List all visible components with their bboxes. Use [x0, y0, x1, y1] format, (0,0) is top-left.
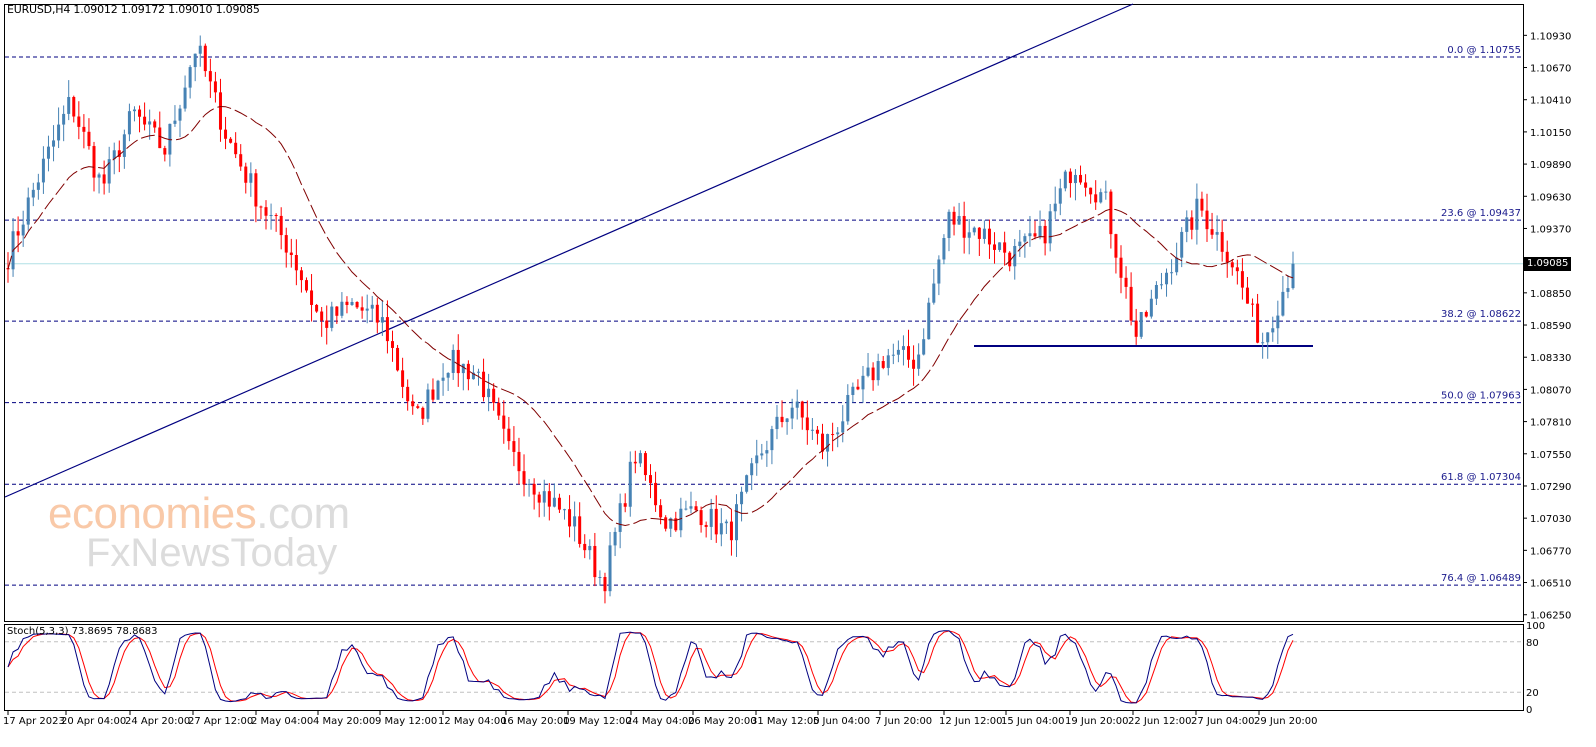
fib-level-label: 76.4 @ 1.06489 [1441, 573, 1521, 584]
price-axis-label: 1.08070 [1530, 385, 1571, 396]
time-axis-label: 2 May 04:00 [251, 716, 313, 727]
watermark-fxnewstoday: FxNewsToday [86, 531, 338, 575]
current-price-tag: 1.09085 [1524, 257, 1572, 271]
chart-title: EURUSD,H4 1.09012 1.09172 1.09010 1.0908… [7, 3, 260, 16]
time-axis-label: 16 May 20:00 [501, 716, 570, 727]
stochastic-main-line [7, 630, 1294, 704]
price-axis-label: 1.07550 [1530, 450, 1571, 461]
time-axis-label: 27 Jun 04:00 [1191, 716, 1255, 727]
stoch-axis-label: 100 [1526, 621, 1545, 632]
watermark-economies-text: economies [48, 489, 257, 538]
fib-level-label: 0.0 @ 1.10755 [1447, 45, 1521, 56]
stochastic-signal-line [7, 630, 1294, 704]
ascending-trendline[interactable] [4, 3, 1134, 498]
price-axis-label: 1.10410 [1530, 96, 1571, 107]
time-axis-label: 12 May 04:00 [438, 716, 507, 727]
moving-average-line [7, 105, 1294, 527]
price-axis-label: 1.07030 [1530, 514, 1571, 525]
time-axis-label: 29 Jun 20:00 [1254, 716, 1318, 727]
stoch-axis-label: 80 [1526, 638, 1539, 649]
price-axis-label: 1.06250 [1530, 611, 1571, 622]
candlesticks [6, 35, 1295, 604]
price-axis-label: 1.08330 [1530, 353, 1571, 364]
price-axis-label: 1.09890 [1530, 160, 1571, 171]
time-axis-label: 31 May 12:00 [751, 716, 820, 727]
time-axis-label: 24 Apr 20:00 [125, 716, 190, 727]
time-axis-label: 19 May 12:00 [563, 716, 632, 727]
price-pane-frame [4, 4, 1524, 622]
price-axis-label: 1.08590 [1530, 321, 1571, 332]
price-axis-label: 1.09630 [1530, 192, 1571, 203]
price-axis-label: 1.06510 [1530, 579, 1571, 590]
time-axis-label: 20 Apr 04:00 [61, 716, 126, 727]
time-axis-label: 26 May 20:00 [688, 716, 757, 727]
price-axis-label: 1.08850 [1530, 289, 1571, 300]
price-axis-label: 1.09370 [1530, 224, 1571, 235]
time-axis-label: 27 Apr 12:00 [188, 716, 253, 727]
time-axis-label: 7 Jun 20:00 [875, 716, 932, 727]
time-axis-label: 15 Jun 04:00 [1001, 716, 1065, 727]
time-axis-label: 9 May 12:00 [375, 716, 437, 727]
fib-level-label: 38.2 @ 1.08622 [1441, 309, 1521, 320]
stochastic-pane-frame [4, 624, 1524, 711]
fib-level-label: 23.6 @ 1.09437 [1441, 208, 1521, 219]
time-axis-label: 5 Jun 04:00 [813, 716, 870, 727]
fib-level-label: 50.0 @ 1.07963 [1441, 391, 1521, 402]
fib-level-label: 61.8 @ 1.07304 [1441, 472, 1521, 483]
price-axis-label: 1.10670 [1530, 64, 1571, 75]
price-axis-label: 1.06770 [1530, 546, 1571, 557]
stochastic-label: Stoch(5,3,3) 73.8695 78.8683 [7, 626, 158, 637]
time-axis-label: 24 May 04:00 [626, 716, 695, 727]
stoch-axis-label: 20 [1526, 688, 1539, 699]
price-axis-label: 1.10150 [1530, 128, 1571, 139]
watermark-economies: economies.com [48, 489, 350, 539]
time-axis-label: 22 Jun 12:00 [1128, 716, 1192, 727]
time-axis-label: 19 Jun 20:00 [1065, 716, 1129, 727]
watermark-com-text: .com [256, 489, 350, 538]
time-axis-label: 12 Jun 12:00 [939, 716, 1003, 727]
time-axis-label: 4 May 20:00 [313, 716, 375, 727]
stoch-axis-label: 0 [1526, 705, 1532, 716]
time-axis-label: 17 Apr 2023 [3, 716, 65, 727]
price-axis-label: 1.07290 [1530, 482, 1571, 493]
price-axis-label: 1.07810 [1530, 418, 1571, 429]
price-axis-label: 1.10930 [1530, 31, 1571, 42]
